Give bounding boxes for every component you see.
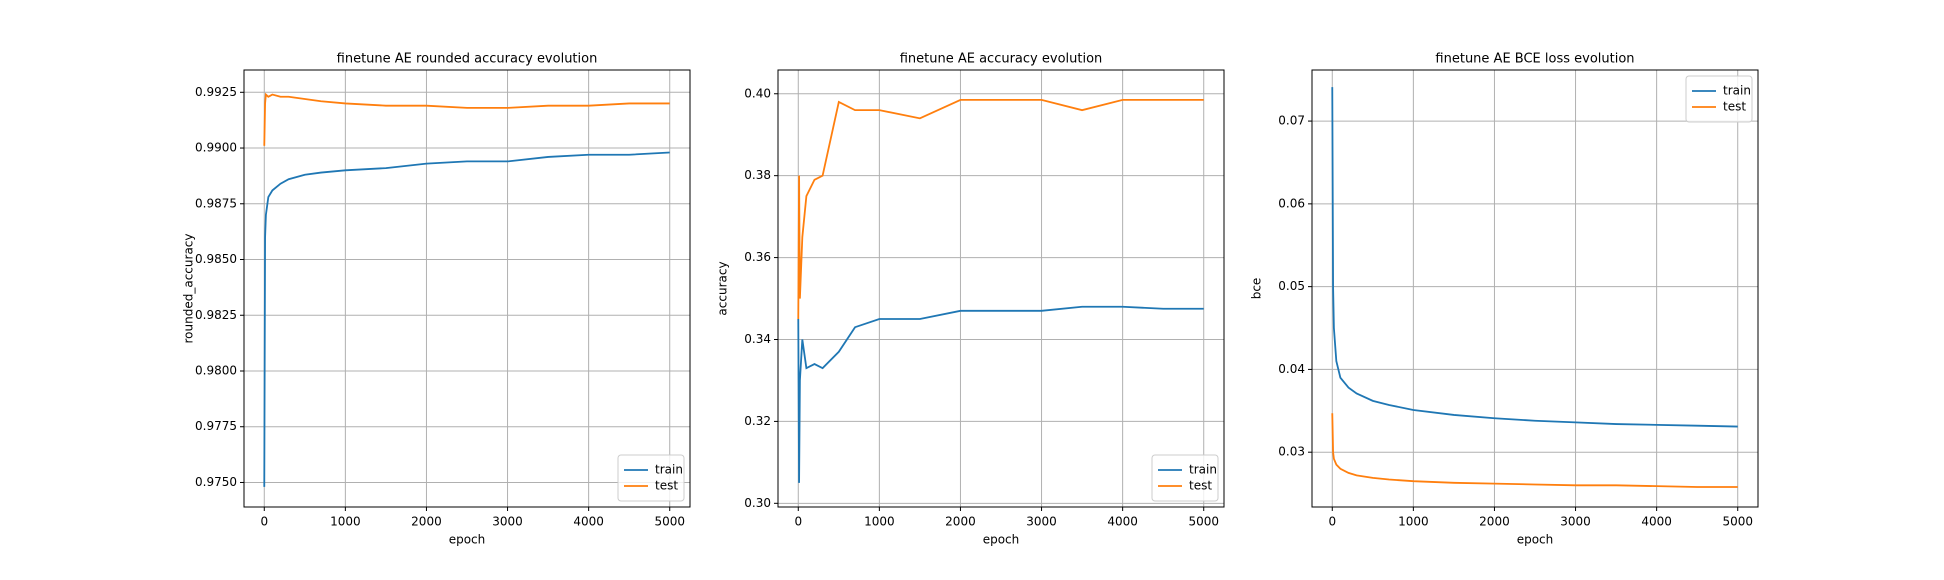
- y-tick-label: 0.38: [744, 168, 771, 182]
- x-tick-label: 4000: [1641, 515, 1672, 529]
- y-tick-label: 0.9900: [195, 141, 237, 155]
- line-series: [797, 99, 1204, 320]
- y-tick-label: 0.36: [744, 250, 771, 264]
- x-tick-label: 1000: [330, 515, 361, 529]
- y-tick-label: 0.03: [1278, 445, 1305, 459]
- x-tick-label: 3000: [1560, 515, 1591, 529]
- chart-title: finetune AE accuracy evolution: [900, 52, 1103, 67]
- line-series: [797, 305, 1204, 483]
- line-series: [263, 151, 670, 487]
- y-tick-label: 0.9875: [195, 196, 237, 210]
- x-tick-label: 0: [794, 515, 802, 529]
- x-tick-label: 5000: [1188, 515, 1219, 529]
- y-tick-label: 0.9750: [195, 475, 237, 489]
- x-tick-label: 2000: [945, 515, 976, 529]
- x-tick-label: 3000: [492, 515, 523, 529]
- legend: train test: [1685, 75, 1753, 123]
- legend-label: train: [655, 463, 683, 477]
- y-tick-label: 0.32: [744, 414, 771, 428]
- y-tick-label: 0.04: [1278, 362, 1305, 376]
- legend-box: [1151, 454, 1219, 502]
- y-tick-label: 0.06: [1278, 196, 1305, 210]
- legend-label: train: [1723, 84, 1751, 98]
- x-axis-label: epoch: [983, 533, 1020, 547]
- y-axis-label: bce: [1250, 278, 1264, 300]
- x-axis-label: epoch: [1517, 533, 1554, 547]
- legend-label: test: [1189, 479, 1212, 493]
- y-tick-label: 0.34: [744, 332, 771, 346]
- line-series: [1331, 87, 1738, 428]
- x-tick-label: 2000: [1479, 515, 1510, 529]
- x-tick-label: 2000: [411, 515, 442, 529]
- x-axis-label: epoch: [449, 533, 486, 547]
- x-tick-label: 3000: [1026, 515, 1057, 529]
- legend-box: [1685, 75, 1753, 123]
- x-tick-label: 1000: [864, 515, 895, 529]
- y-axis-label: accuracy: [716, 261, 730, 315]
- x-tick-label: 5000: [1722, 515, 1753, 529]
- legend-box: [617, 454, 685, 502]
- x-tick-label: 4000: [1107, 515, 1138, 529]
- y-axis-label: rounded_accuracy: [182, 234, 196, 344]
- y-tick-label: 0.05: [1278, 279, 1305, 293]
- y-tick-label: 0.9800: [195, 363, 237, 377]
- y-tick-label: 0.9825: [195, 308, 237, 322]
- axes-frame: [1311, 69, 1759, 508]
- legend: train test: [1151, 454, 1219, 502]
- chart-title: finetune AE BCE loss evolution: [1435, 52, 1634, 67]
- line-series: [1331, 413, 1738, 488]
- y-tick-label: 0.9775: [195, 419, 237, 433]
- x-tick-label: 1000: [1398, 515, 1429, 529]
- y-tick-label: 0.30: [744, 496, 771, 510]
- y-tick-label: 0.40: [744, 86, 771, 100]
- x-tick-label: 0: [1328, 515, 1336, 529]
- y-tick-label: 0.9850: [195, 252, 237, 266]
- chart-title: finetune AE rounded accuracy evolution: [337, 52, 598, 67]
- y-tick-label: 0.9925: [195, 85, 237, 99]
- legend: train test: [617, 454, 685, 502]
- axes-frame: [777, 69, 1225, 508]
- legend-label: train: [1189, 463, 1217, 477]
- axes-frame: [243, 69, 691, 508]
- line-series: [263, 92, 670, 146]
- legend-label: test: [1723, 100, 1746, 114]
- legend-label: test: [655, 479, 678, 493]
- x-tick-label: 0: [260, 515, 268, 529]
- x-tick-label: 4000: [573, 515, 604, 529]
- x-tick-label: 5000: [654, 515, 685, 529]
- y-tick-label: 0.07: [1278, 114, 1305, 128]
